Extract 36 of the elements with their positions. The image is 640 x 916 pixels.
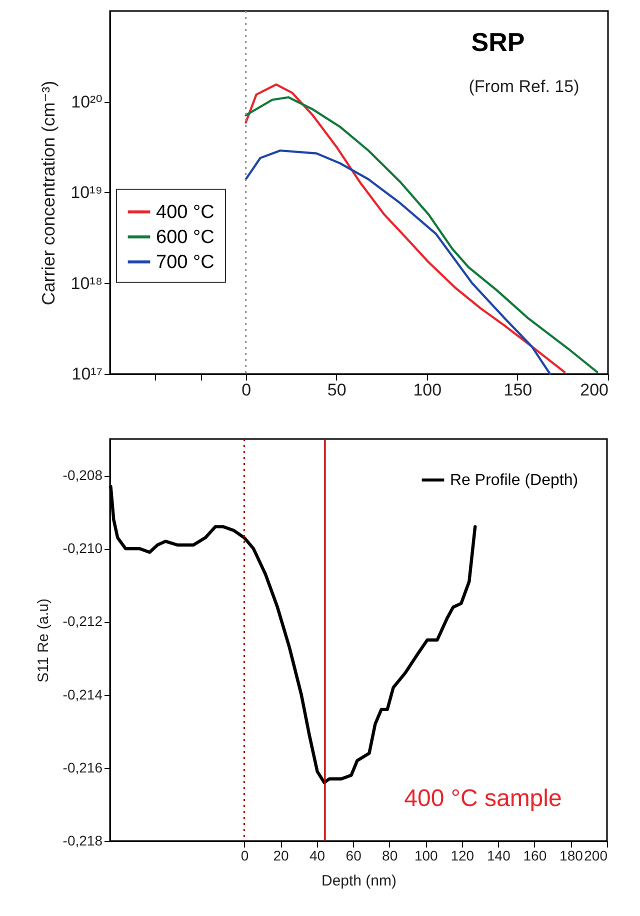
x-axis-title: Depth (nm) xyxy=(321,872,397,890)
x-tick-label: 80 xyxy=(382,848,398,864)
x-tick-label: 40 xyxy=(309,848,326,864)
x-tick-label: 20 xyxy=(273,848,289,864)
y-tick-label: 10¹⁹ xyxy=(70,183,102,202)
x-tick-label: 100 xyxy=(414,848,438,864)
y-tick-label: -0,210 xyxy=(62,540,103,556)
x-tick-label: 120 xyxy=(450,848,474,864)
y-tick-label: -0,212 xyxy=(62,613,103,630)
x-tick-label: 160 xyxy=(523,848,547,864)
legend-label: 400 °C xyxy=(156,202,214,223)
y-tick-label: 10¹⁸ xyxy=(70,274,102,293)
x-tick-label: 50 xyxy=(327,380,346,400)
annotation: (From Ref. 15) xyxy=(468,77,580,96)
x-tick-label: 100 xyxy=(413,380,442,400)
x-tick-label: 180 xyxy=(560,848,584,864)
y-tick-label: -0,216 xyxy=(62,759,103,776)
y-tick-label: -0,214 xyxy=(62,686,103,702)
legend-label: Re Profile (Depth) xyxy=(450,472,578,489)
annotation: SRP xyxy=(471,27,525,57)
x-tick-label: 0 xyxy=(242,380,252,400)
x-tick-label: 150 xyxy=(504,380,532,400)
x-tick-label: 60 xyxy=(346,848,362,864)
x-tick-label: 0 xyxy=(240,848,249,864)
y-tick-label: 10²⁰ xyxy=(71,92,103,112)
x-tick-label: 140 xyxy=(486,848,511,864)
y-axis-title: S11 Re (a.u) xyxy=(34,598,52,682)
y-tick-label: 10¹⁷ xyxy=(72,364,102,384)
legend-label: 700 °C xyxy=(156,252,214,273)
annotation: 400 °C sample xyxy=(404,785,562,812)
legend-label: 600 °C xyxy=(156,226,214,248)
x-tick-label: 200 xyxy=(580,380,608,400)
y-tick-label: -0,208 xyxy=(62,467,103,484)
x-tick-label: 200 xyxy=(584,848,608,864)
y-tick-label: -0,218 xyxy=(62,832,103,848)
y-axis-title: Carrier concentration (cm⁻³) xyxy=(38,80,59,306)
